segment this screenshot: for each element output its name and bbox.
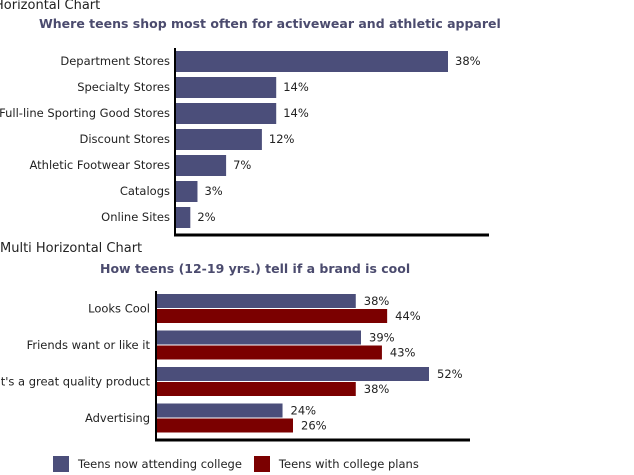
chart1-bar <box>176 181 198 202</box>
chart1-bar <box>176 155 227 176</box>
chart2-category-label: Looks Cool <box>88 302 150 316</box>
chart2-bar-series2 <box>157 309 388 323</box>
chart2-value-label: 38% <box>364 294 390 308</box>
chart1-value-label: 14% <box>283 80 309 94</box>
legend-swatch-series2 <box>253 456 270 472</box>
chart1-bar <box>176 129 262 150</box>
legend-label-series2: Teens with college plans <box>278 457 419 471</box>
chart2-bar-series2 <box>157 345 382 360</box>
chart2-value-label: 26% <box>301 419 327 433</box>
chart2-value-label: 39% <box>369 331 395 345</box>
chart2-category-label: Friends want or like it <box>27 338 151 352</box>
chart2-bar-series1 <box>157 367 429 381</box>
legend-label-series1: Teens now attending college <box>78 457 242 471</box>
chart2-category-label: Advertising <box>85 411 150 425</box>
chart1-value-label: 12% <box>269 132 295 146</box>
chart2-value-label: 24% <box>291 404 317 418</box>
chart1-category-label: Discount Stores <box>79 132 170 146</box>
chart1-value-label: 3% <box>204 184 222 198</box>
chart2-legend: Teens now attending college Teens with c… <box>53 456 431 472</box>
chart1-section-label: Horizontal Chart <box>0 0 101 13</box>
chart1-category-label: Athletic Footwear Stores <box>30 158 171 172</box>
chart1-value-label: 38% <box>455 54 481 68</box>
chart1-title: Where teens shop most often for activewe… <box>39 16 501 31</box>
legend-item-series2: Teens with college plans <box>253 456 419 472</box>
chart1-category-label: Catalogs <box>120 184 170 198</box>
chart2-category-label: It's a great quality product <box>0 375 150 389</box>
chart2-value-label: 52% <box>437 367 463 381</box>
chart1-value-label: 2% <box>197 210 215 224</box>
chart2-value-label: 43% <box>390 346 416 360</box>
legend-item-series1: Teens now attending college <box>53 456 242 472</box>
chart1-category-label: Full-line Sporting Good Stores <box>0 106 170 120</box>
chart2-title: How teens (12-19 yrs.) tell if a brand i… <box>100 261 411 276</box>
legend-swatch-series1 <box>53 456 69 472</box>
chart1-bar <box>176 207 191 228</box>
chart1-value-label: 7% <box>233 158 251 172</box>
chart1-bar <box>176 77 277 98</box>
chart2-bar-series2 <box>157 382 356 396</box>
chart1-bar <box>176 51 448 72</box>
chart2-bar-series1 <box>157 330 361 345</box>
chart1-category-label: Online Sites <box>101 210 170 224</box>
chart2-value-label: 38% <box>364 382 390 396</box>
chart2-section-label: Multi Horizontal Chart <box>0 241 143 256</box>
chart1-value-label: 14% <box>283 106 309 120</box>
chart1-category-label: Specialty Stores <box>77 80 170 94</box>
chart2-bar-series2 <box>157 418 293 433</box>
chart2-bar-series1 <box>157 403 283 418</box>
chart2-value-label: 44% <box>395 309 421 323</box>
chart1-bar <box>176 103 277 124</box>
chart1-category-label: Department Stores <box>60 54 170 68</box>
chart2-bar-series1 <box>157 294 356 308</box>
